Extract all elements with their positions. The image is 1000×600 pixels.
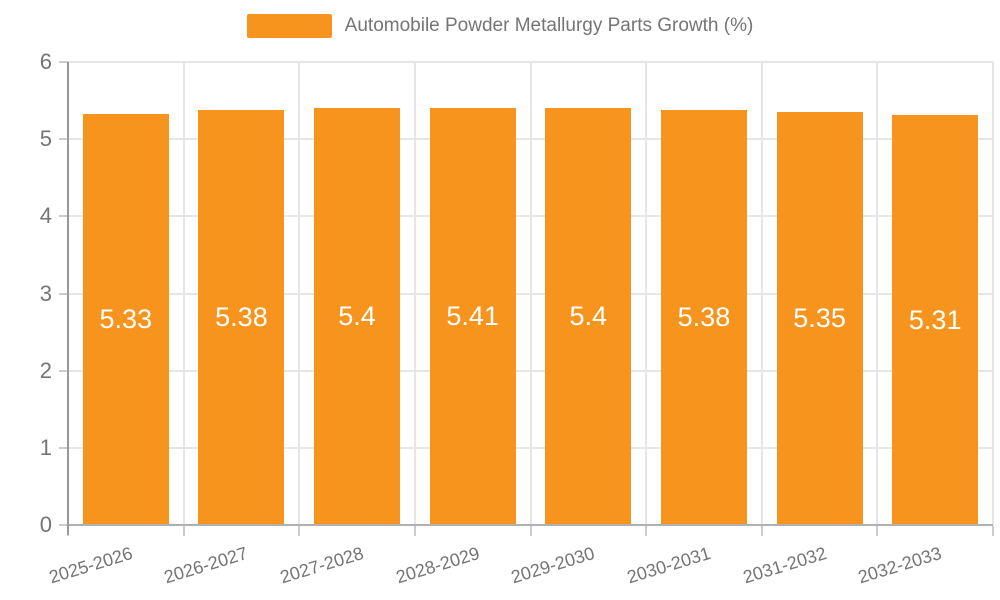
y-tick-label: 6 <box>39 49 52 74</box>
v-gridline <box>298 62 301 525</box>
y-tick-mark <box>59 61 68 63</box>
bar-value-label: 5.4 <box>569 301 608 332</box>
y-tick-label: 0 <box>39 512 52 537</box>
y-tick-mark <box>59 524 68 526</box>
bar-value-label: 5.35 <box>793 303 846 334</box>
v-gridline <box>645 62 648 525</box>
bar-value-label: 5.31 <box>908 304 962 335</box>
bar[interactable]: 5.35 <box>776 112 863 525</box>
v-gridline <box>876 62 879 525</box>
y-tick-mark <box>59 292 68 295</box>
v-gridline <box>992 62 994 525</box>
v-gridline <box>413 62 416 525</box>
bar[interactable]: 5.33 <box>82 113 169 525</box>
y-tick-mark <box>59 446 68 449</box>
chart-legend: Automobile Powder Metallurgy Parts Growt… <box>0 14 1000 38</box>
y-tick-label: 5 <box>39 126 52 152</box>
bar-value-label: 5.38 <box>677 301 731 332</box>
x-tick-mark <box>645 526 648 536</box>
x-tick-mark <box>529 526 532 536</box>
x-tick-mark <box>182 526 185 536</box>
bar[interactable]: 5.4 <box>545 108 632 525</box>
x-tick-mark <box>992 526 994 536</box>
v-gridline <box>529 62 532 525</box>
bar[interactable]: 5.41 <box>429 107 516 525</box>
bar[interactable]: 5.31 <box>892 115 979 525</box>
y-axis-line <box>67 62 69 535</box>
x-tick-mark <box>298 526 301 536</box>
y-tick-label: 4 <box>39 203 52 229</box>
bar[interactable]: 5.4 <box>314 108 401 525</box>
v-gridline <box>760 62 763 525</box>
x-tick-mark <box>760 526 763 536</box>
bar[interactable]: 5.38 <box>198 109 285 525</box>
y-tick-label: 2 <box>39 357 52 383</box>
x-axis-line <box>67 524 993 526</box>
bar-value-label: 5.41 <box>446 300 499 331</box>
y-tick-label: 1 <box>39 434 52 460</box>
bar-value-label: 5.4 <box>338 301 376 332</box>
y-tick-mark <box>59 138 68 141</box>
legend-label[interactable]: Automobile Powder Metallurgy Parts Growt… <box>344 15 754 36</box>
x-tick-mark <box>413 526 416 536</box>
y-tick-label: 3 <box>39 280 52 306</box>
legend-swatch[interactable] <box>246 14 332 38</box>
x-tick-mark <box>876 526 879 536</box>
v-gridline <box>182 62 185 525</box>
bar[interactable]: 5.38 <box>660 109 747 525</box>
bar-value-label: 5.38 <box>215 301 268 332</box>
y-tick-mark <box>59 369 68 372</box>
bar-value-label: 5.33 <box>99 303 153 334</box>
y-tick-mark <box>59 215 68 218</box>
